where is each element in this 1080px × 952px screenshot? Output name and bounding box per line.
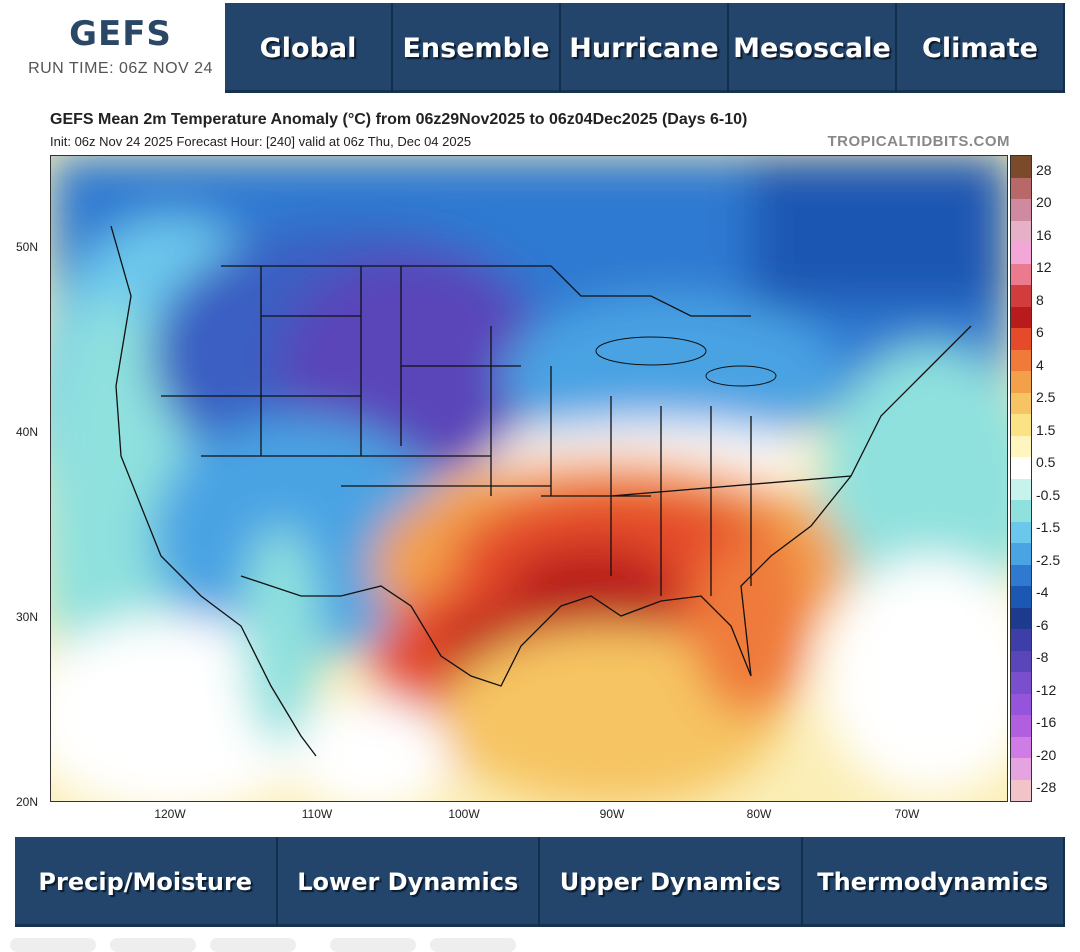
colorbar-tick-label: 6 [1036,324,1044,341]
toolbar-pill[interactable] [210,938,296,952]
colorbar-segment [1011,672,1031,694]
colorbar-tick-label: 0.5 [1036,454,1056,471]
colorbar-tick-label: -1.5 [1036,519,1061,536]
chart-subtitle: Init: 06z Nov 24 2025 Forecast Hour: [24… [50,134,472,149]
nav-tab-hurricane[interactable]: Hurricane [561,3,729,93]
colorbar-segment [1011,736,1031,758]
colorbar-segment [1011,650,1031,672]
anomaly-map[interactable] [50,155,1008,802]
toolbar-pill[interactable] [430,938,516,952]
colorbar-segment [1011,220,1031,242]
colorbar-segment [1011,758,1031,780]
run-time-label: RUN TIME: 06Z NOV 24 [28,60,213,77]
nav-tab-ensemble[interactable]: Ensemble [393,3,561,93]
colorbar-segment [1011,693,1031,715]
colorbar-tick-label: 2.5 [1036,389,1056,406]
nav-tab-upper-dynamics[interactable]: Upper Dynamics [540,837,803,927]
colorbar-tick-label: 20 [1036,194,1052,211]
colorbar-tick-label: 4 [1036,356,1044,373]
brand-block: GEFS RUN TIME: 06Z NOV 24 [18,14,223,78]
colorbar-segment [1011,285,1031,307]
colorbar-segment [1011,156,1031,178]
colorbar-segment [1011,349,1031,371]
colorbar-segment [1011,435,1031,457]
colorbar-segment [1011,607,1031,629]
colorbar-segment [1011,306,1031,328]
top-nav: Global Ensemble Hurricane Mesoscale Clim… [225,3,1065,93]
colorbar-tick-label: -0.5 [1036,486,1061,503]
colorbar-tick-label: 1.5 [1036,421,1056,438]
toolbar-pill[interactable] [110,938,196,952]
nav-tab-climate[interactable]: Climate [897,3,1065,93]
lon-label-80w: 80W [746,807,772,821]
lat-label-20n: 20N [16,795,39,809]
nav-tab-thermodynamics[interactable]: Thermodynamics [802,837,1065,927]
colorbar-segment [1011,263,1031,285]
colorbar-segment [1011,242,1031,264]
colorbar-tick-label: -6 [1036,616,1049,633]
chart-title: GEFS Mean 2m Temperature Anomaly (°C) fr… [50,111,748,128]
lon-label-90w: 90W [599,807,625,821]
colorbar-tick-label: -2.5 [1036,551,1061,568]
lat-label-30n: 30N [16,610,39,624]
colorbar-tick-label: -4 [1036,584,1049,601]
colorbar-tick-label: 28 [1036,162,1052,178]
lon-label-120w: 120W [154,807,186,821]
lon-label-70w: 70W [894,807,920,821]
toolbar-pill[interactable] [10,938,96,952]
nav-tab-global[interactable]: Global [225,3,393,93]
colorbar-tick-label: -8 [1036,649,1049,666]
colorbar-tick-label: -20 [1036,746,1057,763]
colorbar-segment [1011,478,1031,500]
colorbar [1010,155,1032,802]
colorbar-segment [1011,779,1031,801]
colorbar-tick-label: 12 [1036,259,1052,276]
colorbar-tick-label: 8 [1036,291,1044,308]
bottom-toolbar [10,938,516,952]
colorbar-tick-label: -28 [1036,779,1057,795]
colorbar-segment [1011,543,1031,565]
brand-title[interactable]: GEFS [69,14,172,54]
lakes [595,336,777,387]
colorbar-tick-label: 16 [1036,226,1052,243]
lon-label-110w: 110W [301,807,333,821]
credit-label: TROPICALTIDBITS.COM [827,133,1010,150]
colorbar-segment [1011,500,1031,522]
colorbar-segment [1011,629,1031,651]
toolbar-pill[interactable] [330,938,416,952]
colorbar-segment [1011,392,1031,414]
colorbar-segment [1011,586,1031,608]
colorbar-segment [1011,177,1031,199]
colorbar-segment [1011,414,1031,436]
colorbar-tick-label: -16 [1036,714,1057,731]
colorbar-segment [1011,328,1031,350]
anomaly-field [51,156,1007,801]
colorbar-segment [1011,457,1031,479]
map-svg [51,156,1007,801]
colorbar-segment [1011,715,1031,737]
colorbar-segment [1011,371,1031,393]
lat-label-50n: 50N [16,240,39,254]
colorbar-segment [1011,564,1031,586]
colorbar-tick-label: -12 [1036,681,1057,698]
coastlines-borders [110,225,972,757]
lon-label-100w: 100W [448,807,480,821]
colorbar-segment [1011,521,1031,543]
nav-tab-precip-moisture[interactable]: Precip/Moisture [15,837,278,927]
nav-tab-lower-dynamics[interactable]: Lower Dynamics [277,837,540,927]
bottom-nav: Precip/Moisture Lower Dynamics Upper Dyn… [15,837,1065,927]
lat-label-40n: 40N [16,425,39,439]
nav-tab-mesoscale[interactable]: Mesoscale [729,3,897,93]
colorbar-segment [1011,199,1031,221]
